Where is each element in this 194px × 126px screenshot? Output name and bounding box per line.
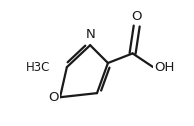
- Text: OH: OH: [154, 61, 175, 74]
- Text: O: O: [48, 91, 59, 104]
- Text: O: O: [132, 10, 142, 23]
- Text: H3C: H3C: [26, 61, 50, 74]
- Text: N: N: [85, 28, 95, 41]
